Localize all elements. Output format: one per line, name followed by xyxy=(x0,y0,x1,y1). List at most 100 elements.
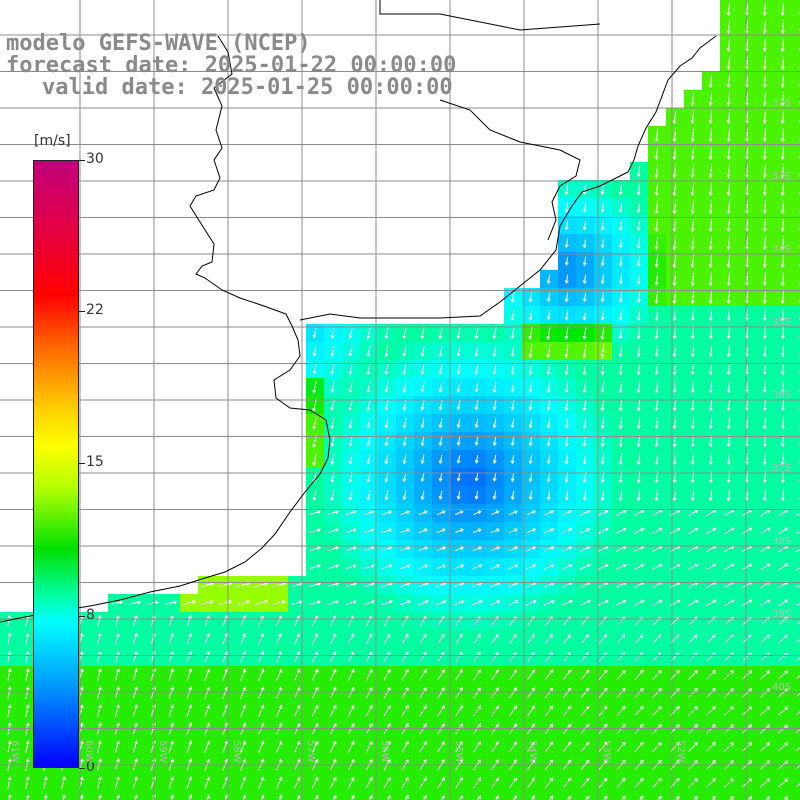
wind-arrow xyxy=(562,687,572,699)
wind-arrow-head xyxy=(296,740,301,745)
wind-arrow xyxy=(706,706,716,716)
wind-arrow xyxy=(782,38,784,52)
wind-arrow-head xyxy=(780,66,785,71)
wind-arrow-head xyxy=(654,389,659,394)
wind-arrow xyxy=(222,705,228,717)
wind-arrow-head xyxy=(676,777,680,782)
wind-arrow-head xyxy=(510,388,515,393)
wind-arrow-head xyxy=(474,353,479,358)
longitude-label: 57W xyxy=(305,740,316,763)
wind-arrow-head xyxy=(7,668,12,672)
wind-arrow-head xyxy=(79,758,84,763)
wind-arrow xyxy=(637,219,641,231)
wind-arrow xyxy=(383,777,391,789)
wind-arrow xyxy=(796,621,800,625)
wind-arrow xyxy=(508,582,518,588)
wind-arrow-head xyxy=(658,723,662,728)
wind-arrow xyxy=(637,327,641,339)
wind-arrow xyxy=(365,669,373,681)
wind-arrow-head xyxy=(242,668,247,673)
wind-arrow-head xyxy=(528,354,533,359)
wind-arrow xyxy=(673,381,677,393)
wind-arrow-head xyxy=(513,510,518,514)
wind-arrow-head xyxy=(510,406,515,411)
wind-arrow-head xyxy=(726,497,731,502)
wind-arrow-head xyxy=(477,669,481,673)
wind-cell xyxy=(576,792,595,800)
wind-arrow-head xyxy=(568,599,573,604)
wind-arrow-head xyxy=(600,461,605,466)
wind-arrow xyxy=(457,473,461,481)
wind-arrow-head xyxy=(133,614,138,619)
wind-arrow xyxy=(706,616,716,626)
wind-arrow-head xyxy=(550,546,555,550)
wind-cell xyxy=(234,792,253,800)
wind-arrow-head xyxy=(762,461,767,466)
wind-arrow xyxy=(778,635,788,643)
wind-arrow-head xyxy=(260,704,265,709)
wind-arrow-head xyxy=(206,704,211,709)
wind-arrow xyxy=(381,582,393,588)
wind-arrow-head xyxy=(708,228,713,233)
wind-arrow-head xyxy=(441,687,445,691)
wind-arrow-head xyxy=(546,354,551,359)
wind-arrow xyxy=(132,740,138,754)
wind-arrow xyxy=(491,634,499,644)
wind-arrow xyxy=(348,633,354,645)
wind-arrow-head xyxy=(690,461,695,466)
wind-arrow-head xyxy=(406,564,411,569)
wind-arrow xyxy=(598,669,608,681)
wind-arrow xyxy=(345,600,357,606)
wind-arrow xyxy=(711,796,716,800)
wind-arrow xyxy=(562,777,572,789)
wind-arrow-head xyxy=(477,795,481,799)
wind-arrow-head xyxy=(496,600,501,604)
wind-arrow-head xyxy=(495,687,500,692)
wind-arrow-head xyxy=(25,794,30,798)
wind-cell xyxy=(792,324,800,343)
wind-arrow-head xyxy=(405,704,409,709)
wind-arrow-head xyxy=(61,794,66,799)
wind-arrow xyxy=(365,615,373,627)
wind-arrow xyxy=(727,254,731,268)
wind-arrow xyxy=(493,363,497,375)
wind-arrow xyxy=(529,490,533,500)
wind-arrow xyxy=(473,687,481,699)
wind-arrow-head xyxy=(546,389,551,394)
wind-arrow xyxy=(206,795,210,800)
wind-arrow xyxy=(314,795,319,800)
wind-arrow xyxy=(437,687,445,699)
wind-arrow xyxy=(651,599,663,607)
wind-arrow xyxy=(381,600,393,606)
wind-arrow-head xyxy=(510,298,515,303)
wind-arrow-head xyxy=(152,704,157,709)
wind-arrow xyxy=(745,272,749,286)
wind-arrow-head xyxy=(780,84,785,89)
wind-arrow-head xyxy=(312,370,317,375)
wind-arrow xyxy=(260,795,264,800)
wind-cell xyxy=(792,198,800,217)
longitude-label: 53W xyxy=(601,740,612,763)
wind-arrow-head xyxy=(513,669,518,674)
wind-arrow-head xyxy=(332,776,337,781)
wind-arrow xyxy=(709,92,713,106)
wind-arrow xyxy=(367,327,371,339)
wind-arrow xyxy=(421,472,425,482)
wind-arrow-head xyxy=(459,633,463,638)
wind-arrow xyxy=(764,38,766,52)
wind-arrow xyxy=(637,291,641,303)
wind-arrow-head xyxy=(712,509,717,514)
wind-arrow xyxy=(727,128,731,142)
wind-arrow xyxy=(583,381,587,393)
wind-arrow xyxy=(309,546,321,552)
wind-arrow-head xyxy=(762,317,767,322)
wind-arrow xyxy=(98,794,102,800)
wind-arrow-head xyxy=(264,599,269,604)
wind-arrow-head xyxy=(762,425,767,430)
wind-arrow xyxy=(25,776,29,790)
latitude-label: 34S xyxy=(772,244,792,255)
wind-arrow-head xyxy=(25,758,30,762)
wind-arrow-head xyxy=(513,705,518,710)
wind-arrow-head xyxy=(694,687,698,692)
wind-arrow-head xyxy=(585,723,590,728)
